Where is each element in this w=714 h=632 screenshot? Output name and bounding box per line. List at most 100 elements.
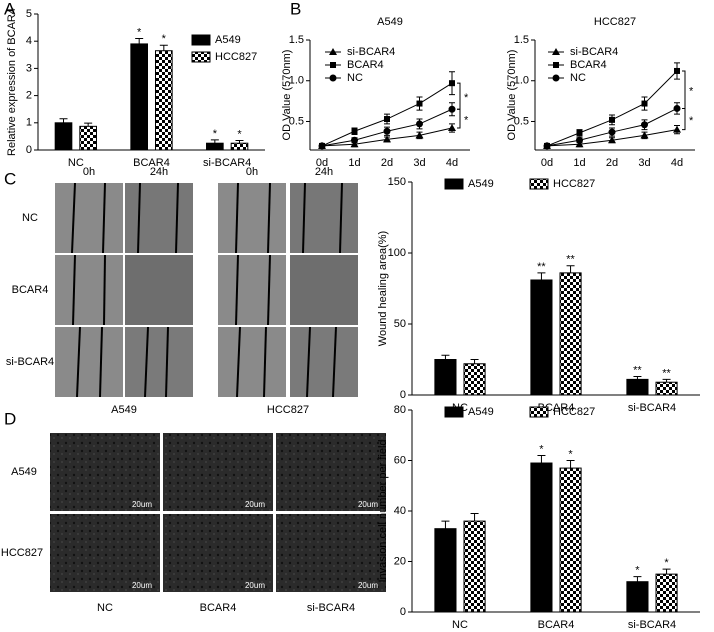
marker	[448, 124, 456, 131]
marker	[640, 131, 649, 139]
bar	[155, 50, 173, 151]
scale-label: 20um	[358, 581, 378, 590]
y-axis-label: Wound healing area(%)	[377, 231, 389, 346]
error-bar	[662, 378, 671, 383]
marker	[416, 100, 423, 107]
bar	[463, 363, 486, 396]
bar	[655, 381, 678, 396]
significance: *	[237, 128, 242, 140]
marker	[576, 136, 583, 144]
marker	[641, 100, 648, 107]
marker	[416, 120, 423, 128]
scale-label: 20um	[132, 581, 152, 590]
y-tick-label: 40	[394, 505, 406, 517]
error-bar	[441, 354, 450, 360]
y-axis-label: Invasion cell number per field	[377, 439, 389, 582]
y-tick-label: 1.0	[289, 75, 304, 87]
marker	[575, 140, 584, 148]
marker	[608, 136, 616, 144]
marker	[576, 129, 583, 136]
error-bar	[441, 520, 450, 529]
wound-images	[55, 182, 358, 398]
marker	[552, 48, 560, 55]
legend-label: A549	[215, 34, 241, 46]
significance: *	[689, 115, 694, 127]
significance: **	[633, 364, 642, 376]
bracket	[682, 107, 686, 131]
y-tick-label: 4	[26, 35, 32, 47]
x-tick-label: 4d	[446, 157, 458, 169]
y-tick-label: 5	[26, 8, 32, 20]
y-tick-label: 0	[26, 144, 32, 156]
y-tick-label: 1.5	[514, 34, 529, 46]
legend-label: A549	[468, 406, 494, 418]
significance: *	[464, 92, 469, 104]
marker	[384, 116, 390, 123]
significance: *	[162, 33, 167, 45]
legend-swatch	[444, 178, 464, 190]
significance: *	[568, 448, 573, 460]
scale-label: 20um	[245, 581, 265, 590]
bar	[559, 272, 582, 396]
error-bar	[470, 513, 479, 522]
legend-label: HCC827	[553, 178, 595, 190]
bar	[626, 581, 649, 613]
marker	[543, 142, 551, 150]
chart-title: A549	[377, 16, 403, 28]
error-bar	[633, 376, 642, 380]
scale-label: 20um	[132, 500, 152, 509]
y-tick-label: 60	[394, 454, 406, 466]
x-tick-label: 3d	[413, 157, 425, 169]
col-label: 0h	[83, 166, 95, 178]
scale-label: 20um	[358, 500, 378, 509]
x-tick-label: NC	[452, 619, 468, 631]
legend-swatch	[529, 178, 549, 190]
y-tick-label: 80	[394, 404, 406, 416]
significance: **	[662, 367, 671, 379]
legend-label: si-BCAR4	[570, 46, 618, 58]
marker	[673, 125, 681, 133]
error-bar	[159, 44, 168, 51]
panel-label: B	[290, 0, 301, 18]
row-label: BCAR4	[12, 284, 49, 296]
significance: *	[689, 86, 694, 98]
x-tick-label: 1d	[573, 157, 585, 169]
legend-label: HCC827	[553, 406, 595, 418]
x-tick-label: si-BCAR4	[628, 619, 676, 631]
bar	[130, 43, 148, 151]
y-tick-label: 1.5	[289, 34, 304, 46]
marker	[318, 142, 326, 150]
bar	[626, 378, 649, 396]
error-bar	[135, 37, 144, 44]
y-tick-label: 3	[26, 62, 32, 74]
y-tick-label: 20	[394, 555, 406, 567]
y-tick-label: 0	[400, 389, 406, 401]
bar	[79, 125, 97, 151]
y-tick-label: 0.5	[289, 115, 304, 127]
row-label: A549	[11, 466, 37, 478]
marker	[329, 48, 337, 55]
y-tick-label: 0	[400, 606, 406, 618]
marker	[415, 131, 424, 139]
bar	[54, 122, 73, 151]
marker	[351, 136, 358, 144]
marker	[350, 140, 359, 148]
bar	[434, 528, 457, 613]
row-label: si-BCAR4	[6, 356, 54, 368]
col-label: NC	[97, 602, 113, 614]
x-tick-label: si-BCAR4	[203, 157, 251, 169]
x-tick-label: 2d	[606, 157, 618, 169]
marker	[330, 62, 336, 68]
marker	[609, 116, 615, 123]
bar	[206, 142, 224, 151]
bar	[530, 462, 553, 613]
error-bar	[566, 460, 575, 469]
marker	[641, 121, 648, 129]
legend-label: BCAR4	[570, 59, 607, 71]
error-bar	[470, 359, 479, 364]
legend-label: HCC827	[215, 51, 257, 63]
legend-swatch	[529, 406, 549, 418]
legend-swatch	[191, 34, 211, 46]
bar	[230, 142, 249, 151]
y-tick-label: 1	[26, 117, 32, 129]
